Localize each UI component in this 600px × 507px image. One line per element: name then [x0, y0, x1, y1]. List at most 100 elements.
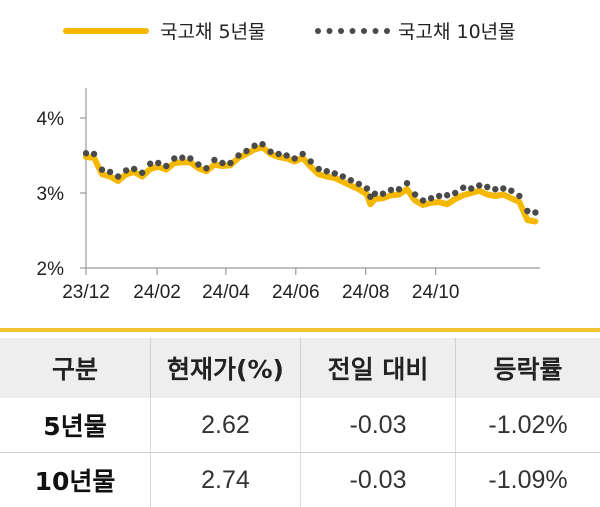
series-point-10y — [476, 182, 483, 189]
series-point-10y — [315, 165, 322, 173]
x-tick-group: 23/12 24/02 24/04 24/06 24/08 24/10 — [62, 268, 459, 303]
y-tick-group: 2% 3% 4% — [37, 109, 86, 280]
row-change: -0.03 — [300, 398, 455, 452]
series-point-10y — [138, 169, 146, 176]
series-point-10y — [500, 185, 507, 192]
series-point-10y — [259, 141, 266, 148]
series-point-10y — [363, 185, 371, 192]
series-point-10y — [299, 150, 306, 158]
series-point-10y — [155, 159, 162, 167]
series-point-10y — [355, 180, 363, 188]
x-tick-label: 24/02 — [133, 282, 181, 303]
series-point-10y — [171, 155, 178, 162]
series-point-10y — [443, 192, 451, 199]
table-row: 5년물 2.62 -0.03 -1.02% — [0, 398, 600, 452]
series-point-10y — [435, 192, 443, 200]
series-point-10y — [122, 167, 130, 174]
row-price: 2.62 — [150, 398, 300, 452]
header-category: 구분 — [51, 355, 98, 384]
legend: 국고채 5년물 국고채 10년물 — [63, 21, 516, 43]
header-change: 전일 대비 — [300, 338, 455, 398]
series-point-10y — [468, 185, 475, 192]
x-tick-label: 24/06 — [272, 282, 320, 303]
legend-dot — [384, 28, 390, 34]
series-point-10y — [235, 152, 242, 159]
series-point-10y — [516, 192, 523, 200]
legend-label-10y: 국고채 10년물 — [398, 21, 516, 43]
series-point-10y — [219, 159, 226, 167]
legend-dot — [338, 28, 344, 34]
series-point-10y — [403, 180, 411, 187]
series-point-10y — [371, 190, 379, 197]
series-point-10y — [106, 168, 114, 176]
series-point-10y — [203, 165, 210, 172]
table-top-rule — [0, 328, 600, 332]
header-rate: 등락률 — [455, 338, 600, 398]
row-price: 2.74 — [150, 453, 300, 507]
series-point-10y — [484, 183, 491, 191]
x-tick-label: 24/08 — [342, 282, 390, 303]
series-point-10y — [307, 158, 314, 165]
series-point-10y — [275, 150, 282, 158]
x-tick-label: 23/12 — [62, 282, 110, 303]
series-point-10y — [267, 148, 274, 155]
series-point-10y — [211, 156, 218, 164]
y-tick-label: 2% — [37, 259, 65, 280]
series-point-10y — [524, 207, 531, 215]
series-point-10y — [114, 173, 122, 180]
series-point-10y — [508, 187, 515, 194]
x-tick-label: 24/04 — [202, 282, 250, 303]
table-header: 구분 현재가(%) 전일 대비 등락률 — [0, 338, 600, 398]
row-rate: -1.09% — [455, 453, 600, 507]
series-point-10y — [411, 191, 419, 198]
series-point-10y — [251, 142, 258, 149]
row-rate: -1.02% — [455, 398, 600, 452]
series-line-5y — [83, 144, 539, 225]
series-point-10y — [227, 159, 234, 167]
series-point-10y — [339, 173, 347, 180]
series-point-10y — [187, 155, 194, 162]
legend-dot — [361, 28, 367, 34]
legend-dot — [326, 28, 333, 34]
row-name: 10년물 — [34, 467, 116, 496]
y-tick-label: 4% — [37, 109, 65, 130]
legend-dot — [349, 28, 356, 34]
legend-swatch-10y — [315, 28, 390, 34]
row-change: -0.03 — [300, 453, 455, 507]
series-point-10y — [195, 161, 202, 168]
row-divider — [0, 452, 600, 453]
series-point-10y — [90, 150, 98, 158]
series-point-10y — [163, 162, 170, 170]
row-name: 5년물 — [43, 412, 107, 441]
series-point-10y — [179, 154, 186, 161]
series-point-10y — [347, 177, 355, 184]
legend-dot — [315, 28, 321, 34]
legend-label-5y: 국고채 5년물 — [160, 21, 266, 43]
legend-dot — [372, 28, 379, 34]
table-row: 10년물 2.74 -0.03 -1.09% — [0, 453, 600, 507]
y-tick-label: 3% — [37, 184, 65, 205]
series-point-10y — [419, 197, 427, 204]
series-point-10y — [291, 155, 298, 162]
series-point-10y — [395, 186, 403, 193]
series-point-10y — [323, 168, 330, 175]
series-point-10y — [283, 152, 290, 159]
series-point-10y — [451, 189, 459, 197]
series-point-10y — [387, 186, 395, 194]
series-point-10y — [492, 186, 499, 193]
series-point-10y — [379, 190, 387, 197]
series-point-10y — [147, 160, 154, 167]
series-point-10y — [367, 193, 374, 200]
series-point-10y — [130, 165, 138, 173]
series-point-10y — [98, 166, 106, 173]
series-point-10y — [331, 170, 338, 177]
x-tick-label: 24/10 — [412, 282, 460, 303]
series-point-10y — [82, 150, 90, 157]
header-price: 현재가(%) — [150, 338, 300, 398]
bond-yield-chart: 국고채 5년물 국고채 10년물 2%3%4% 23/12 24/02 24/04 2… — [37, 21, 540, 303]
series-layer — [82, 141, 539, 225]
series-point-10y — [532, 209, 539, 216]
series-point-10y — [427, 195, 435, 202]
series-point-10y — [459, 184, 467, 191]
series-point-10y — [243, 147, 250, 155]
